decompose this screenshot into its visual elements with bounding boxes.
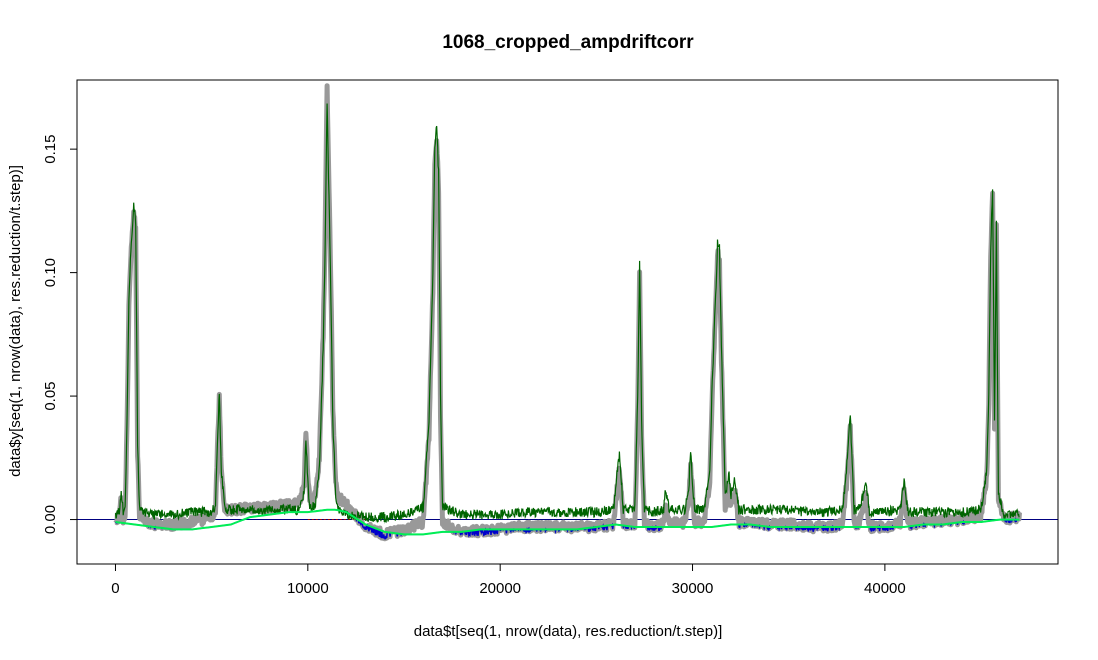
x-axis-label: data$t[seq(1, nrow(data), res.reduction/… bbox=[414, 623, 723, 640]
x-tick-label: 30000 bbox=[672, 580, 714, 597]
x-tick-label: 40000 bbox=[864, 580, 906, 597]
series-corrected bbox=[114, 103, 1020, 524]
y-tick-label: 0.15 bbox=[42, 135, 59, 164]
y-axis: 0.00 0.05 0.10 0.15 bbox=[42, 135, 77, 534]
x-tick-label: 20000 bbox=[479, 580, 521, 597]
y-axis-label: data$y[seq(1, nrow(data), res.reduction/… bbox=[7, 165, 24, 477]
plot-area bbox=[77, 83, 1058, 542]
x-axis: 0 10000 20000 30000 40000 bbox=[111, 563, 906, 597]
series-baseline bbox=[115, 508, 1020, 536]
x-tick-label: 0 bbox=[111, 580, 119, 597]
series-raw bbox=[113, 83, 1022, 542]
y-tick-label: 0.00 bbox=[42, 505, 59, 534]
chart-title: 1068_cropped_ampdriftcorr bbox=[442, 32, 694, 53]
x-tick-label: 10000 bbox=[287, 580, 329, 597]
y-tick-label: 0.05 bbox=[42, 381, 59, 410]
y-tick-label: 0.10 bbox=[42, 258, 59, 287]
